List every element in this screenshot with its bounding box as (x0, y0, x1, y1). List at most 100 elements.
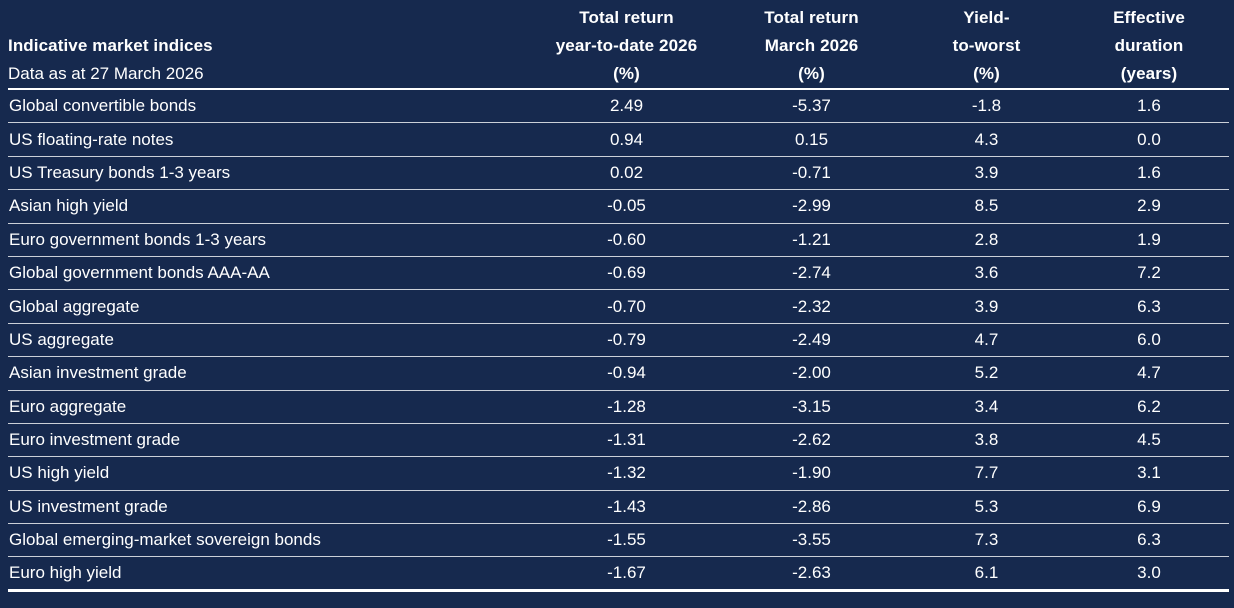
cell-value: -1.21 (792, 229, 831, 249)
cell-value: -0.69 (607, 263, 646, 283)
table-row: Euro investment grade -1.31 -2.62 3.8 4.5 (8, 424, 1229, 458)
cell-value: -2.49 (792, 329, 831, 349)
cell-value: -2.62 (792, 430, 831, 450)
cell-value: -0.05 (607, 196, 646, 216)
cell-value: 4.7 (974, 329, 999, 349)
cell-value: -2.63 (792, 563, 831, 583)
table-row: Euro aggregate -1.28 -3.15 3.4 6.2 (8, 391, 1229, 424)
cell-value: 2.49 (609, 96, 644, 116)
cell-value: 4.7 (1137, 363, 1161, 383)
cell-value: -2.86 (792, 496, 831, 516)
cell-value: -2.00 (792, 363, 831, 383)
row-label: US aggregate (9, 329, 114, 349)
cell-value: 1.9 (1137, 229, 1161, 249)
cell-value: 6.3 (1137, 530, 1161, 550)
cell-value: 6.1 (974, 563, 999, 583)
cell-value: 6.3 (1137, 296, 1161, 316)
table-row: US investment grade -1.43 -2.86 5.3 6.9 (8, 491, 1229, 525)
table-body: Global convertible bonds 2.49 -5.37 -1.8 1.6… (8, 90, 1229, 593)
cell-value: 8.5 (974, 196, 999, 216)
row-label: Global aggregate (9, 296, 140, 316)
table-row: Euro government bonds 1-3 years -0.60 -1.2… (8, 224, 1229, 257)
cell-value: 1.6 (1137, 96, 1161, 116)
cell-value: 2.8 (974, 229, 999, 249)
row-label: Euro government bonds 1-3 years (9, 229, 267, 249)
column-header-3: Yield-to-worst (%) (904, 4, 1069, 88)
cell-value: -1.55 (607, 530, 646, 550)
cell-value: 0.02 (609, 162, 644, 182)
cell-value: 7.2 (1137, 263, 1161, 283)
cell-value: -1.28 (607, 396, 646, 416)
column-header-line: Effective (1113, 8, 1185, 27)
cell-value: 6.2 (1137, 396, 1161, 416)
cell-value: 3.0 (1137, 563, 1161, 583)
row-label: Global emerging-market sovereign bonds (9, 530, 321, 550)
table-row: Global aggregate -0.70 -2.32 3.9 6.3 (8, 290, 1229, 324)
column-header-line: to-worst (952, 36, 1021, 55)
cell-value: 7.7 (974, 463, 999, 483)
cell-value: -1.90 (792, 463, 831, 483)
cell-value: 3.1 (1137, 463, 1161, 483)
cell-value: 5.2 (974, 363, 999, 383)
cell-value: 0.94 (609, 129, 644, 149)
table-row: Global government bonds AAA-AA -0.69 -2.74… (8, 257, 1229, 291)
cell-value: -0.70 (607, 296, 646, 316)
table-row: Global emerging-market sovereign bonds -1… (8, 524, 1229, 558)
cell-value: -1.43 (607, 496, 646, 516)
cell-value: -1.67 (607, 563, 646, 583)
row-label: Global government bonds AAA-AA (9, 263, 270, 283)
cell-value: 4.5 (1137, 430, 1161, 450)
cell-value: 3.9 (974, 162, 999, 182)
column-header-line: (years) (1120, 64, 1178, 83)
column-header-line: Total return (764, 8, 859, 27)
cell-value: -5.37 (792, 96, 831, 116)
row-label: Asian investment grade (9, 363, 187, 383)
table-row: US high yield -1.32 -1.90 7.7 3.1 (8, 457, 1229, 491)
cell-value: 6.0 (1137, 329, 1161, 349)
row-label: Global convertible bonds (9, 96, 197, 116)
cell-value: 0.0 (1137, 129, 1161, 149)
cell-value: 5.3 (974, 496, 999, 516)
column-header-line: year-to-date 2026 (555, 36, 698, 55)
cell-value: 6.9 (1137, 496, 1161, 516)
table-row: US aggregate -0.79 -2.49 4.7 6.0 (8, 324, 1229, 358)
cell-value: 1.6 (1137, 162, 1161, 182)
column-header-line: (%) (798, 64, 825, 83)
table-row: Global convertible bonds 2.49 -5.37 -1.8 1.6 (8, 90, 1229, 124)
row-label: US floating-rate notes (9, 129, 174, 149)
table-row: Asian investment grade -0.94 -2.00 5.2 4.7 (8, 357, 1229, 391)
cell-value: 3.8 (974, 430, 999, 450)
column-header-line: (%) (973, 64, 1000, 83)
cell-value: 7.3 (974, 530, 999, 550)
cell-value: 3.9 (974, 296, 999, 316)
cell-value: -1.32 (607, 463, 646, 483)
table-row: Euro high yield -1.67 -2.63 6.1 3.0 (8, 557, 1229, 593)
table-row: US Treasury bonds 1-3 years 0.02 -0.71 3.9 1… (8, 157, 1229, 191)
cell-value: -2.99 (792, 196, 831, 216)
table-header: Indicative market indices Data as at 27 … (8, 0, 1229, 90)
column-header-line: (%) (613, 64, 640, 83)
row-label: US high yield (9, 463, 110, 483)
cell-value: -0.71 (792, 162, 831, 182)
cell-value: -3.15 (792, 396, 831, 416)
table-row: US floating-rate notes 0.94 0.15 4.3 0.0 (8, 123, 1229, 157)
column-header-1: Total return year-to-date 2026 (%) (534, 4, 719, 88)
cell-value: 4.3 (974, 129, 999, 149)
table-title: Indicative market indices (8, 36, 213, 55)
cell-value: -1.31 (607, 430, 646, 450)
row-label: Asian high yield (9, 196, 129, 216)
cell-value: -0.94 (607, 363, 646, 383)
row-label: Euro aggregate (9, 396, 127, 416)
column-header-line: duration (1114, 36, 1184, 55)
cell-value: -2.74 (792, 263, 831, 283)
column-header-4: Effective duration (years) (1069, 4, 1229, 88)
cell-value: -0.60 (607, 229, 646, 249)
cell-value: -3.55 (792, 530, 831, 550)
row-label: Euro high yield (9, 563, 122, 583)
cell-value: 0.15 (794, 129, 829, 149)
column-header-2: Total return March 2026 (%) (719, 4, 904, 88)
row-label: US Treasury bonds 1-3 years (9, 162, 231, 182)
row-label: Euro investment grade (9, 430, 181, 450)
cell-value: -1.8 (971, 96, 1002, 116)
